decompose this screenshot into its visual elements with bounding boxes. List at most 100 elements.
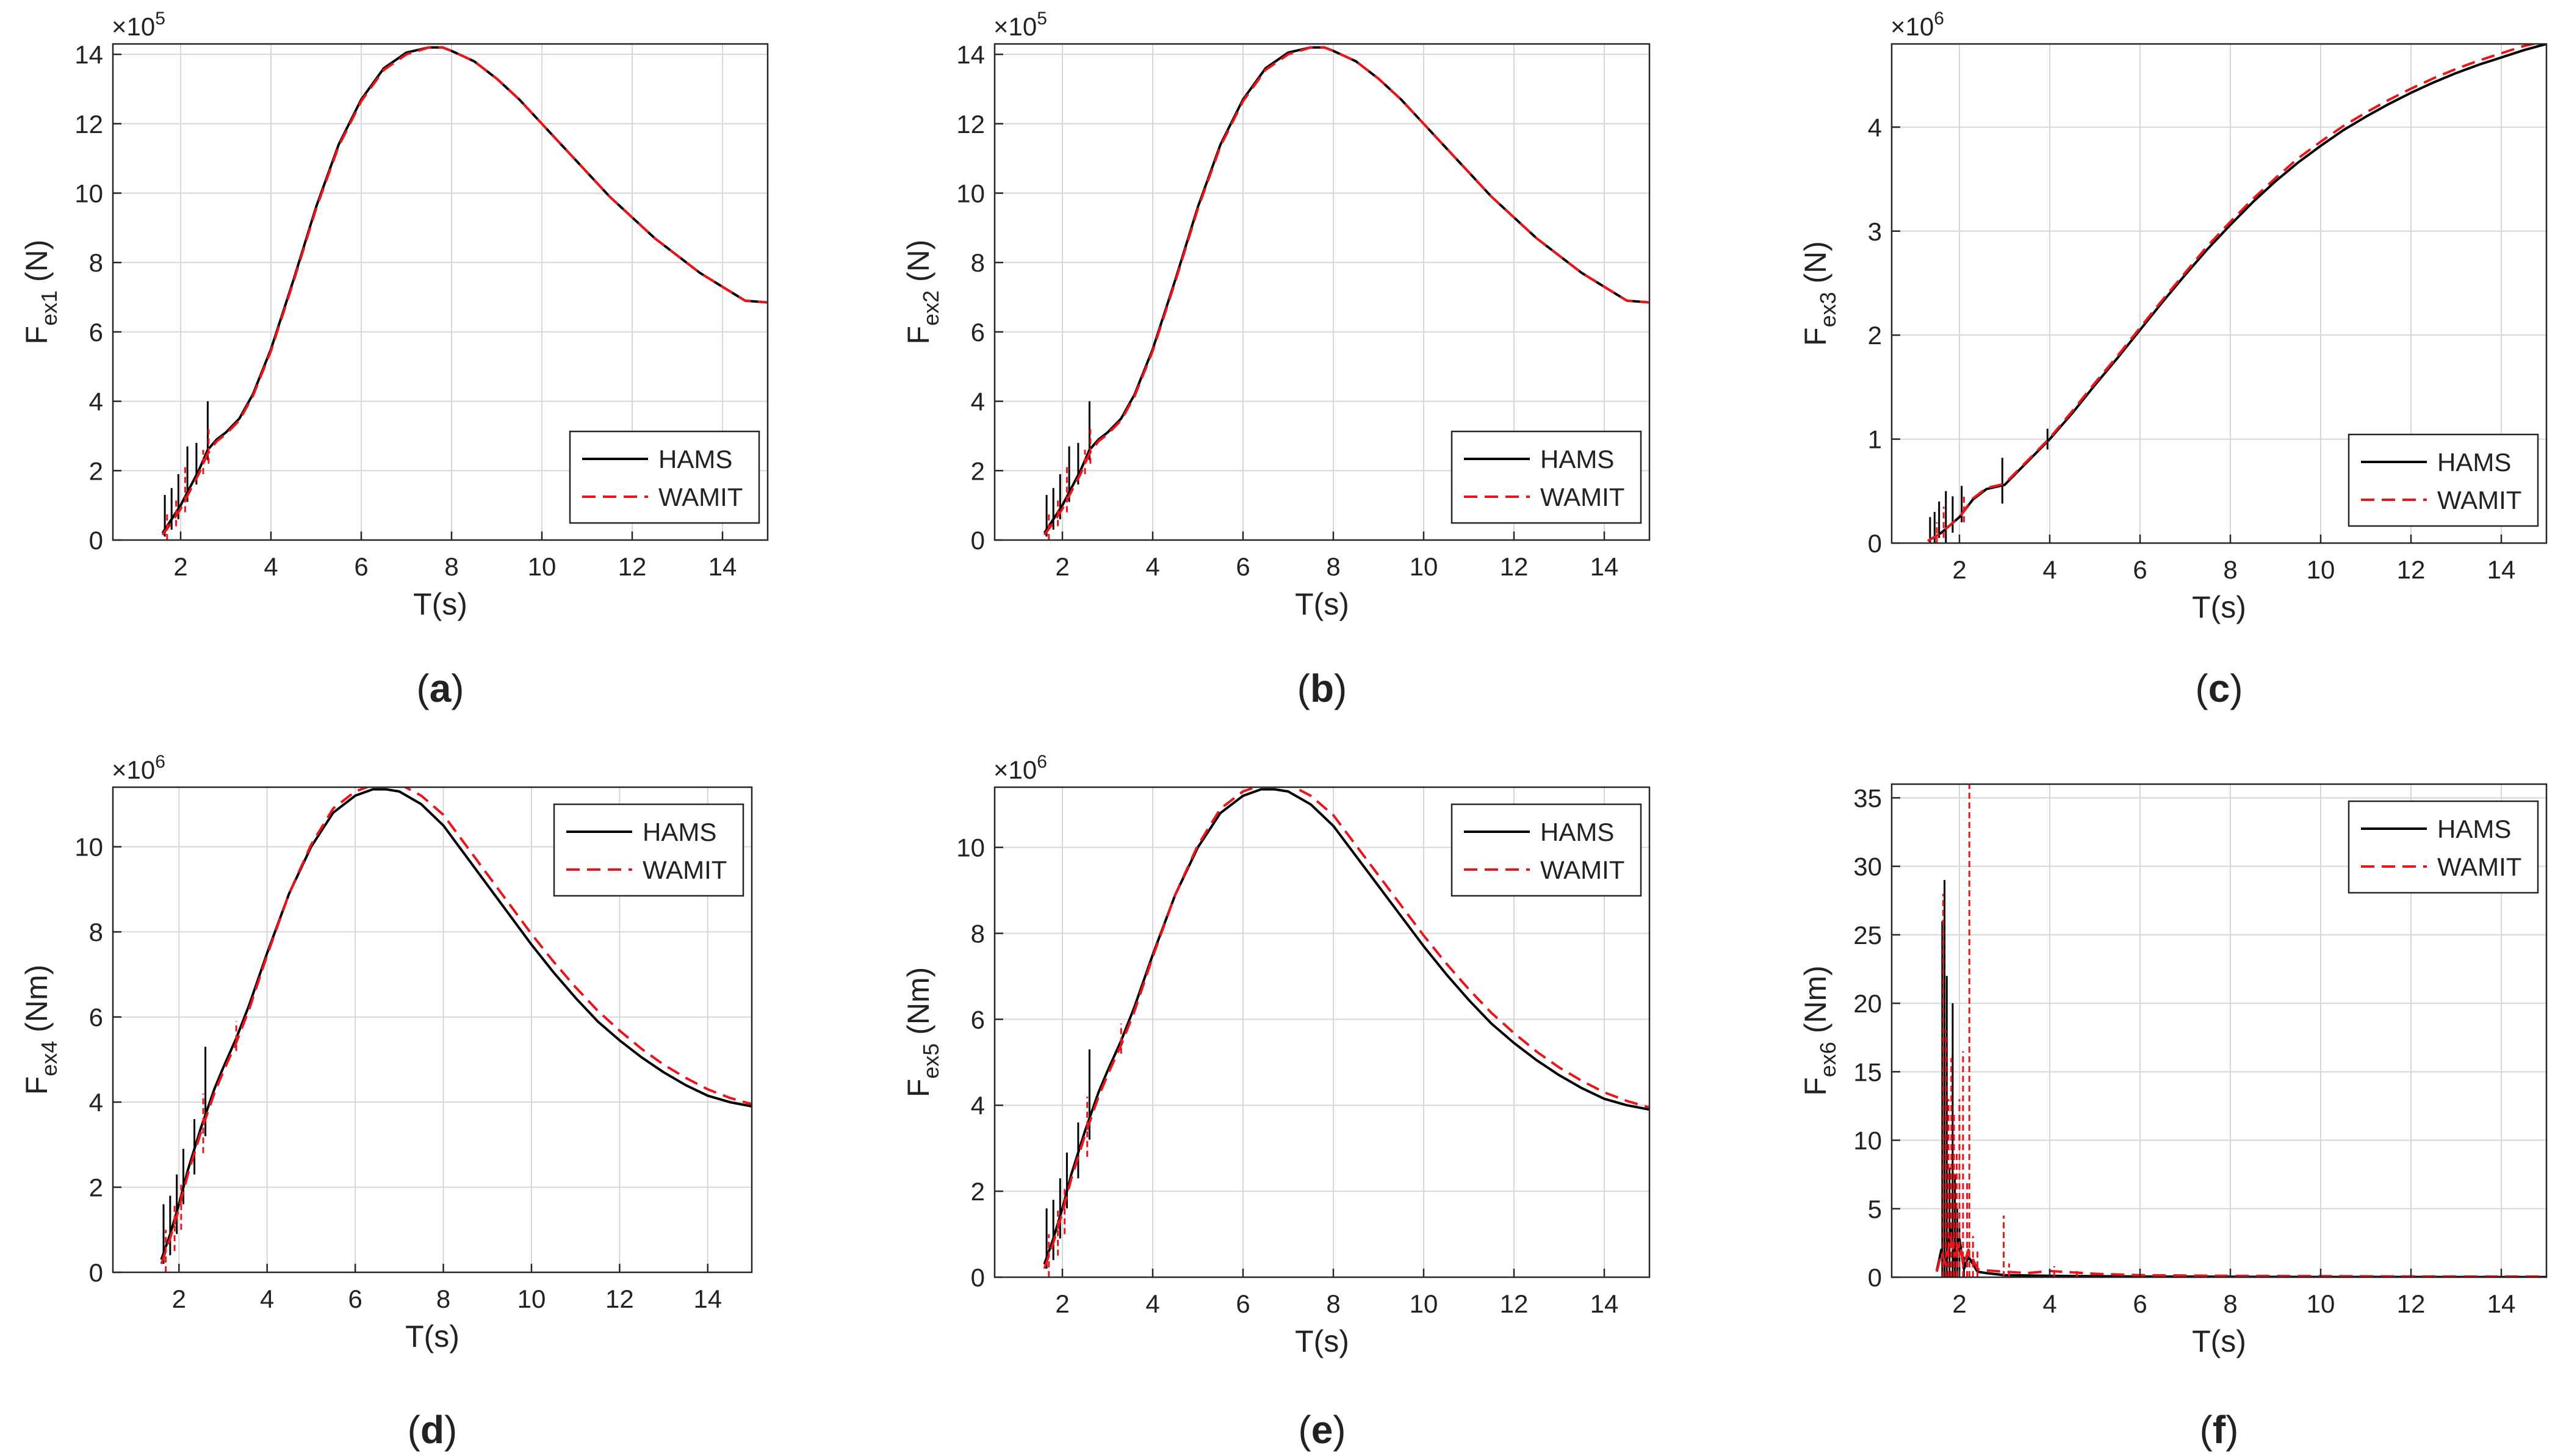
- series-group-e: [1043, 787, 1649, 1277]
- panel-caption-a: (a): [416, 666, 464, 710]
- legend-label-wamit: WAMIT: [658, 483, 743, 511]
- x-tick-label: 8: [2223, 1289, 2237, 1318]
- panel-d: 2 4 6 8 10 12 14 0 2 4 6 8 10 ×106 T(s) Fex4 (Nm) HAMS WA…: [20, 752, 753, 1452]
- y-tick-label: 6: [971, 318, 985, 347]
- y-tick-label: 4: [1868, 113, 1882, 142]
- legend-label-wamit: WAMIT: [2437, 486, 2521, 514]
- x-tick-label: 14: [693, 1285, 722, 1313]
- y-tick-label: 8: [89, 248, 103, 277]
- y-tick-label: 10: [74, 833, 103, 862]
- series-group-a: [161, 46, 768, 540]
- x-axis-label: T(s): [413, 587, 467, 621]
- series-line-wamit: [1043, 46, 1649, 536]
- x-tick-label: 8: [1326, 1289, 1340, 1318]
- x-tick-label: 6: [2133, 555, 2147, 584]
- x-tick-label: 10: [528, 552, 557, 581]
- y-tick-label: 4: [971, 387, 985, 416]
- series-group-c: [1927, 44, 2546, 543]
- x-tick-label: 2: [1952, 1289, 1966, 1318]
- series-group-d: [160, 787, 752, 1272]
- legend-label-hams: HAMS: [643, 818, 716, 846]
- legend-b: HAMS WAMIT: [1450, 430, 1642, 524]
- x-tick-label: 4: [2042, 555, 2056, 584]
- y-tick-label: 8: [89, 918, 103, 946]
- y-tick-label: 15: [1853, 1058, 1882, 1086]
- x-axis-label: T(s): [1295, 1324, 1349, 1358]
- x-tick-label: 6: [354, 552, 368, 581]
- x-tick-label: 4: [1145, 552, 1159, 581]
- axis-exponent: ×105: [993, 9, 1047, 41]
- x-tick-label: 2: [1055, 1289, 1069, 1318]
- legend-box: [1450, 803, 1642, 897]
- panel-e: 2 4 6 8 10 12 14 0 2 4 6 8 10 ×106 T(s) Fex5 (Nm) HAMS WA…: [901, 752, 1651, 1452]
- x-tick-label: 6: [1236, 552, 1250, 581]
- x-tick-label: 12: [618, 552, 647, 581]
- y-tick-label: 4: [89, 1088, 103, 1117]
- y-tick-label: 8: [971, 248, 985, 277]
- legend-label-wamit: WAMIT: [2437, 852, 2521, 881]
- y-tick-label: 0: [89, 1258, 103, 1287]
- x-tick-label: 12: [1500, 1289, 1529, 1318]
- x-tick-label: 8: [2223, 555, 2237, 584]
- x-tick-label: 10: [2307, 555, 2335, 584]
- legend-box: [2348, 800, 2539, 894]
- series-line-hams: [1043, 788, 1649, 1265]
- grid-b: [995, 44, 1649, 541]
- y-tick-label: 0: [89, 526, 103, 555]
- legend-label-hams: HAMS: [2437, 815, 2511, 843]
- y-axis-label: Fex5 (Nm): [901, 967, 943, 1098]
- legend-label-wamit: WAMIT: [1540, 483, 1624, 511]
- series-line-wamit: [160, 787, 752, 1264]
- y-tick-label: 14: [956, 40, 985, 69]
- y-tick-label: 0: [1868, 529, 1882, 558]
- axes-frame-a: [112, 43, 769, 541]
- axis-exponent: ×105: [112, 9, 165, 41]
- y-axis-label: Fex3 (N): [1798, 241, 1840, 346]
- y-tick-label: 12: [74, 110, 103, 139]
- y-tick-label: 1: [1868, 425, 1882, 454]
- legend-e: HAMS WAMIT: [1450, 803, 1642, 897]
- x-tick-label: 4: [264, 552, 278, 581]
- x-axis-label: T(s): [405, 1319, 459, 1353]
- y-axis-label: Fex4 (Nm): [20, 965, 62, 1095]
- y-tick-label: 2: [89, 456, 103, 485]
- panel-caption-f: (f): [2200, 1408, 2239, 1452]
- x-tick-label: 6: [1236, 1289, 1250, 1318]
- legend-label-wamit: WAMIT: [643, 856, 727, 884]
- x-tick-label: 8: [444, 552, 458, 581]
- x-tick-label: 2: [172, 1285, 186, 1313]
- axis-exponent: ×106: [112, 752, 165, 784]
- panel-caption-d: (d): [408, 1408, 458, 1452]
- legend-c: HAMS WAMIT: [2348, 433, 2539, 527]
- legend-d: HAMS WAMIT: [553, 803, 744, 897]
- x-tick-label: 10: [1410, 552, 1438, 581]
- legend-label-hams: HAMS: [2437, 448, 2511, 477]
- y-tick-label: 10: [74, 179, 103, 207]
- y-tick-label: 4: [971, 1091, 985, 1120]
- y-tick-label: 12: [956, 110, 985, 139]
- legend-label-hams: HAMS: [1540, 445, 1614, 474]
- series-line-wamit: [1043, 787, 1649, 1269]
- y-tick-label: 30: [1853, 852, 1882, 881]
- x-axis-label: T(s): [1295, 587, 1349, 621]
- y-tick-label: 0: [971, 526, 985, 555]
- x-tick-label: 12: [2397, 1289, 2426, 1318]
- x-axis-label: T(s): [2192, 1324, 2246, 1358]
- x-tick-label: 8: [1326, 552, 1340, 581]
- x-tick-label: 14: [1590, 1289, 1619, 1318]
- x-tick-label: 14: [1590, 552, 1619, 581]
- legend-label-wamit: WAMIT: [1540, 856, 1624, 884]
- legend-label-hams: HAMS: [1540, 818, 1614, 846]
- y-axis-label: Fex1 (N): [20, 240, 62, 345]
- y-tick-label: 25: [1853, 921, 1882, 950]
- x-tick-label: 12: [605, 1285, 634, 1313]
- x-tick-label: 10: [1410, 1289, 1438, 1318]
- y-tick-label: 2: [971, 456, 985, 485]
- series-group-b: [1043, 46, 1649, 540]
- y-tick-label: 14: [74, 40, 103, 69]
- x-tick-label: 4: [260, 1285, 274, 1313]
- axis-exponent: ×106: [993, 752, 1047, 784]
- x-tick-label: 14: [2487, 555, 2516, 584]
- series-line-wamit: [161, 46, 768, 536]
- panel-caption-c: (c): [2195, 666, 2243, 710]
